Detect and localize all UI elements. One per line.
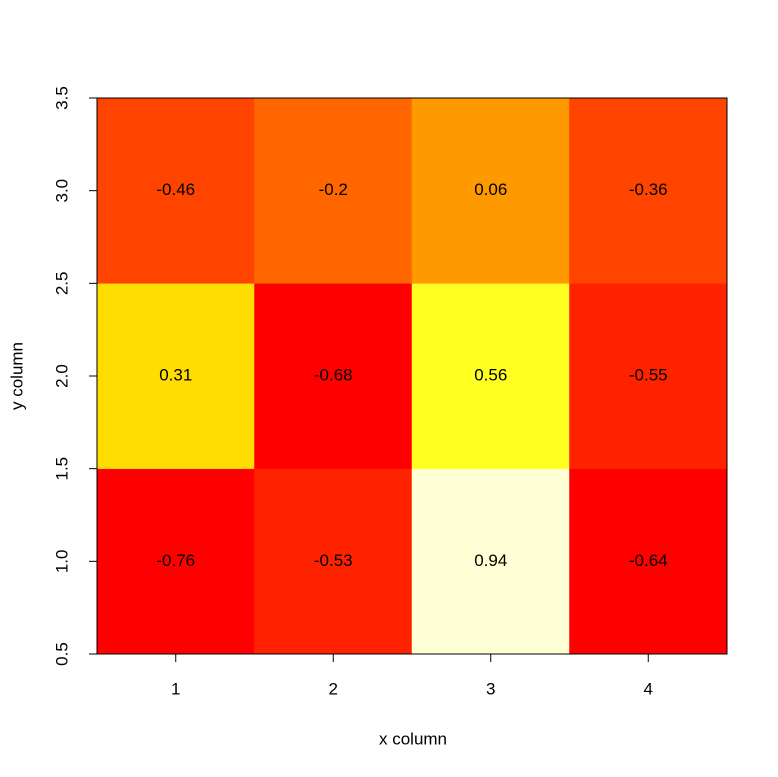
x-tick-label: 1: [171, 679, 180, 698]
y-tick-label: 1.5: [52, 457, 71, 481]
cell-label: 0.06: [474, 180, 507, 199]
y-tick-label: 3.5: [52, 86, 71, 110]
heatmap-cell: [254, 468, 413, 655]
cell-label: -0.36: [629, 180, 668, 199]
cell-label: -0.55: [629, 365, 668, 384]
heatmap-cell: [569, 283, 728, 469]
x-tick-label: 3: [486, 679, 495, 698]
heatmap-cell: [96, 283, 255, 469]
y-tick-label: 3.0: [52, 179, 71, 203]
y-tick-label: 2.0: [52, 364, 71, 388]
y-tick-label: 0.5: [52, 642, 71, 666]
heatmap-cell: [569, 97, 728, 284]
cell-label: -0.64: [629, 551, 668, 570]
cell-label: -0.68: [314, 365, 353, 384]
x-tick-label: 4: [644, 679, 653, 698]
heatmap-cell: [411, 283, 570, 469]
x-tick-label: 2: [329, 679, 338, 698]
y-axis-label: y column: [7, 342, 26, 410]
x-axis-label: x column: [379, 729, 447, 748]
cell-label: -0.2: [319, 180, 348, 199]
heatmap-cell: [96, 468, 255, 655]
cell-label: 0.56: [474, 365, 507, 384]
heatmap-cell: [569, 468, 728, 655]
y-tick-label: 1.0: [52, 550, 71, 574]
cell-label: 0.31: [159, 365, 192, 384]
y-tick-label: 2.5: [52, 272, 71, 296]
cell-label: 0.94: [474, 551, 507, 570]
cell-label: -0.53: [314, 551, 353, 570]
heatmap-cell: [254, 97, 413, 284]
cell-label: -0.76: [156, 551, 195, 570]
cell-label: -0.46: [156, 180, 195, 199]
heatmap-cell: [254, 283, 413, 469]
